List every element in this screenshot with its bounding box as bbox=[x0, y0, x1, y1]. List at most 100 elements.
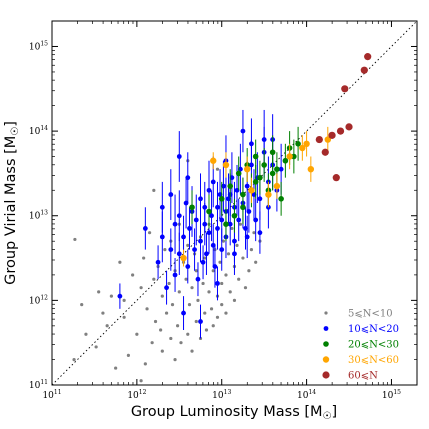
data-point bbox=[159, 204, 165, 210]
data-point bbox=[321, 148, 329, 156]
data-point bbox=[126, 353, 130, 357]
data-point bbox=[265, 191, 272, 198]
data-point bbox=[190, 286, 194, 290]
data-point bbox=[240, 204, 246, 211]
data-point bbox=[248, 187, 255, 194]
data-point bbox=[105, 324, 109, 328]
data-point bbox=[150, 341, 154, 345]
data-point bbox=[212, 264, 218, 269]
data-point bbox=[177, 290, 181, 294]
data-point bbox=[235, 243, 239, 247]
data-point bbox=[211, 269, 215, 273]
data-point bbox=[244, 183, 250, 189]
data-point bbox=[210, 179, 216, 185]
data-point bbox=[143, 362, 147, 366]
legend-label: 30⩽N<60 bbox=[348, 355, 399, 366]
data-point bbox=[200, 259, 206, 265]
plot-frame bbox=[51, 20, 418, 386]
data-point bbox=[257, 174, 263, 181]
data-point bbox=[176, 251, 182, 257]
data-point bbox=[190, 349, 194, 353]
data-point bbox=[198, 238, 203, 244]
data-point bbox=[145, 307, 149, 311]
data-point bbox=[184, 277, 188, 281]
data-point bbox=[269, 149, 276, 156]
data-point bbox=[266, 204, 271, 210]
data-point bbox=[246, 209, 252, 214]
data-point bbox=[295, 141, 301, 147]
data-point bbox=[215, 281, 220, 286]
data-point bbox=[109, 294, 114, 298]
y-axis-title: Group Virial Mass [M☉] bbox=[3, 121, 21, 285]
data-point bbox=[117, 293, 123, 299]
data-point bbox=[118, 260, 122, 264]
legend-marker bbox=[324, 311, 328, 315]
data-point bbox=[209, 307, 214, 311]
y-tick-label: 1015 bbox=[29, 40, 48, 52]
data-point bbox=[209, 213, 214, 219]
data-point bbox=[172, 221, 178, 227]
data-point bbox=[159, 234, 165, 240]
data-point bbox=[176, 154, 182, 159]
legend-marker bbox=[323, 341, 329, 347]
data-point bbox=[303, 140, 310, 148]
data-point bbox=[273, 182, 281, 190]
legend-marker bbox=[323, 326, 329, 331]
data-point bbox=[241, 256, 245, 260]
data-point bbox=[257, 230, 263, 236]
data-point bbox=[278, 196, 284, 202]
data-point bbox=[247, 269, 251, 273]
data-point bbox=[114, 366, 118, 370]
data-point bbox=[207, 290, 211, 294]
data-point bbox=[223, 221, 229, 228]
data-point bbox=[244, 234, 250, 240]
data-point bbox=[364, 53, 372, 61]
data-point bbox=[192, 247, 197, 252]
data-point bbox=[179, 341, 183, 345]
y-tick-label: 1012 bbox=[29, 294, 48, 306]
legend: 5⩽N<10 10⩽N<20 20⩽N<30 30⩽N<60 60⩽N bbox=[322, 309, 399, 382]
data-point bbox=[215, 315, 220, 319]
data-point bbox=[185, 175, 191, 181]
series-4 bbox=[180, 126, 332, 267]
data-point bbox=[202, 221, 208, 227]
data-point bbox=[193, 217, 199, 223]
data-point bbox=[153, 319, 158, 324]
data-point bbox=[219, 217, 225, 223]
y-tick-label: 1014 bbox=[29, 125, 48, 137]
data-point bbox=[173, 358, 177, 362]
data-point bbox=[252, 179, 259, 185]
data-point bbox=[221, 239, 226, 243]
data-point bbox=[206, 187, 212, 193]
data-point bbox=[168, 192, 174, 197]
data-point bbox=[315, 135, 323, 144]
data-point bbox=[201, 281, 205, 286]
data-point bbox=[181, 234, 186, 240]
data-point bbox=[176, 213, 182, 219]
x-tick-label: 1011 bbox=[42, 389, 61, 401]
data-point bbox=[206, 230, 212, 236]
data-point bbox=[220, 281, 224, 286]
data-point bbox=[206, 208, 212, 215]
data-point bbox=[163, 247, 167, 252]
data-point bbox=[278, 166, 284, 172]
data-point bbox=[237, 277, 241, 281]
data-point bbox=[307, 165, 315, 173]
data-point bbox=[269, 170, 276, 177]
data-point bbox=[222, 161, 230, 169]
data-point bbox=[152, 277, 156, 281]
y-tick-label: 1013 bbox=[29, 210, 48, 222]
data-point bbox=[194, 269, 198, 273]
data-point bbox=[224, 311, 228, 315]
data-point bbox=[299, 144, 306, 152]
data-point bbox=[186, 243, 190, 247]
data-point bbox=[168, 247, 174, 252]
legend-marker bbox=[322, 356, 330, 363]
data-point bbox=[261, 162, 267, 168]
data-point bbox=[155, 259, 161, 265]
x-axis-title: Group Luminosity Mass [M☉] bbox=[131, 404, 337, 422]
data-point bbox=[252, 153, 259, 160]
data-point bbox=[170, 303, 175, 307]
